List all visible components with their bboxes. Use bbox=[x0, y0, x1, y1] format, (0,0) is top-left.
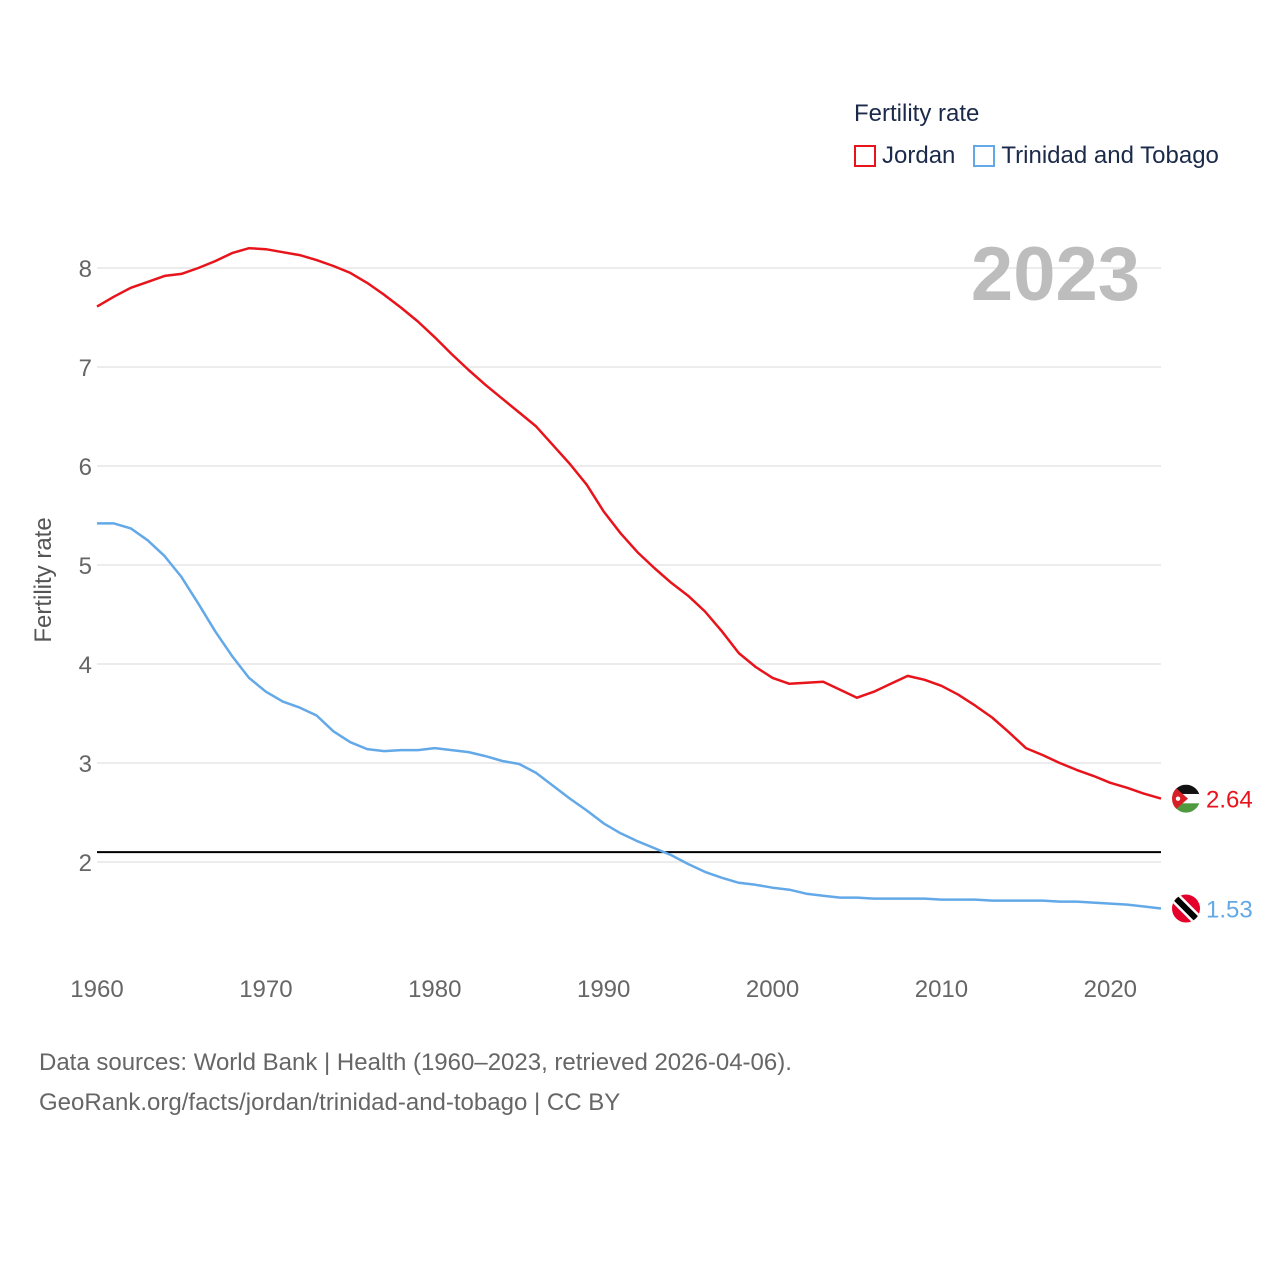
legend-label-jordan: Jordan bbox=[882, 142, 956, 169]
y-tick-label: 4 bbox=[79, 652, 92, 679]
x-tick-label: 2020 bbox=[1084, 976, 1137, 1003]
end-value-label: 2.64 bbox=[1206, 787, 1253, 814]
y-tick-label: 6 bbox=[79, 454, 92, 481]
x-tick-label: 2000 bbox=[746, 976, 799, 1003]
y-tick-label: 5 bbox=[79, 553, 92, 580]
legend: Jordan Trinidad and Tobago bbox=[854, 142, 1237, 170]
data-source-note: Data sources: World Bank | Health (1960–… bbox=[39, 1049, 792, 1076]
source-url: GeoRank.org/facts/jordan/trinidad-and-to… bbox=[39, 1089, 621, 1116]
legend-title: Fertility rate bbox=[854, 100, 980, 127]
legend-item-trinidad[interactable]: Trinidad and Tobago bbox=[973, 142, 1219, 170]
trinidad-flag-icon bbox=[1172, 894, 1200, 923]
y-tick-label: 3 bbox=[79, 751, 92, 778]
x-tick-label: 1980 bbox=[408, 976, 461, 1003]
y-tick-label: 8 bbox=[79, 256, 92, 283]
x-tick-label: 1970 bbox=[239, 976, 292, 1003]
legend-swatch-trinidad bbox=[973, 145, 996, 167]
x-tick-label: 1990 bbox=[577, 976, 630, 1003]
x-tick-label: 2010 bbox=[915, 976, 968, 1003]
y-tick-label: 7 bbox=[79, 355, 92, 382]
legend-label-trinidad: Trinidad and Tobago bbox=[1001, 142, 1219, 169]
series-line-trinidad bbox=[97, 522, 1162, 910]
end-value-label: 1.53 bbox=[1206, 897, 1253, 924]
x-tick-label: 1960 bbox=[70, 976, 123, 1003]
y-axis-label: Fertility rate bbox=[30, 517, 57, 642]
jordan-flag-icon bbox=[1172, 784, 1200, 813]
y-tick-label: 2 bbox=[79, 850, 92, 877]
footer: Data sources: World Bank | Health (1960–… bbox=[39, 1043, 792, 1123]
year-label: 2023 bbox=[971, 232, 1140, 317]
series-line-jordan bbox=[96, 246, 1162, 800]
legend-swatch-jordan bbox=[854, 145, 876, 167]
legend-item-jordan[interactable]: Jordan bbox=[854, 142, 955, 170]
